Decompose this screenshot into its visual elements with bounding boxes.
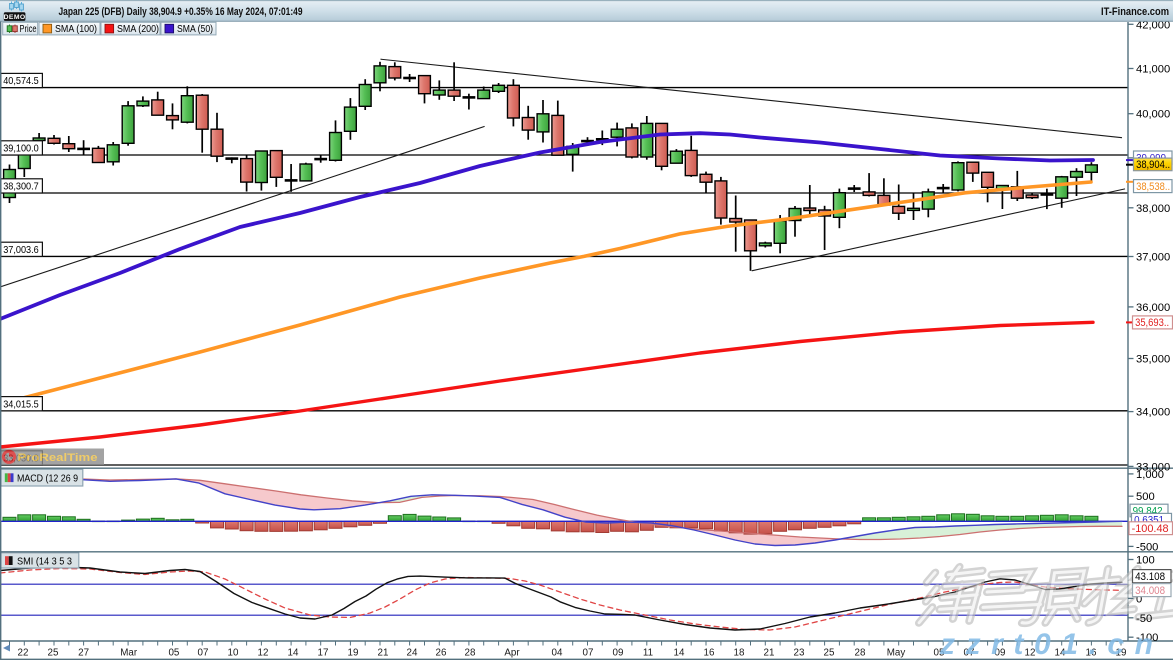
svg-text:14: 14 xyxy=(674,648,685,659)
svg-text:12: 12 xyxy=(1025,648,1036,659)
svg-text:39,100.0: 39,100.0 xyxy=(3,144,39,155)
svg-text:14: 14 xyxy=(288,648,299,659)
svg-text:19: 19 xyxy=(348,648,359,659)
svg-text:07: 07 xyxy=(964,648,975,659)
svg-text:27: 27 xyxy=(78,648,89,659)
svg-text:07: 07 xyxy=(583,648,594,659)
svg-text:SMA (200): SMA (200) xyxy=(117,24,159,35)
svg-text:28: 28 xyxy=(855,648,866,659)
svg-text:22: 22 xyxy=(18,648,29,659)
svg-text:-100.48: -100.48 xyxy=(1132,523,1169,535)
svg-text:Apr: Apr xyxy=(504,648,520,659)
svg-text:35,000: 35,000 xyxy=(1136,354,1170,366)
svg-text:37,000: 37,000 xyxy=(1136,252,1170,264)
svg-text:33,000: 33,000 xyxy=(1136,461,1170,473)
svg-text:04: 04 xyxy=(552,648,563,659)
svg-text:40,000: 40,000 xyxy=(1136,109,1170,121)
svg-text:-500: -500 xyxy=(1136,541,1158,553)
svg-text:40,574.5: 40,574.5 xyxy=(3,76,39,87)
svg-text:43.108: 43.108 xyxy=(1135,571,1165,583)
svg-text:-100: -100 xyxy=(1136,632,1158,644)
svg-text:35,693..: 35,693.. xyxy=(1135,317,1169,329)
svg-text:16: 16 xyxy=(704,648,715,659)
svg-text:Japan 225 (DFB) Daily 38,904.9: Japan 225 (DFB) Daily 38,904.9 +0.35% 16… xyxy=(59,6,303,18)
svg-text:IT-Finance.com: IT-Finance.com xyxy=(1101,6,1169,18)
svg-text:16: 16 xyxy=(1086,648,1097,659)
svg-text:36,000: 36,000 xyxy=(1136,302,1170,314)
svg-text:07: 07 xyxy=(198,648,209,659)
svg-text:0: 0 xyxy=(1136,593,1142,605)
svg-text:-50: -50 xyxy=(1136,613,1152,625)
svg-text:zzrt01.cn: zzrt01.cn xyxy=(939,628,1162,660)
svg-text:24: 24 xyxy=(407,648,418,659)
svg-text:May: May xyxy=(887,648,906,659)
svg-text:25: 25 xyxy=(48,648,59,659)
svg-text:38,904..: 38,904.. xyxy=(1136,159,1170,171)
svg-text:38,000: 38,000 xyxy=(1136,203,1170,215)
svg-text:Price: Price xyxy=(20,24,37,35)
svg-text:MACD (12 26 9: MACD (12 26 9 xyxy=(17,474,78,485)
svg-text:05: 05 xyxy=(934,648,945,659)
svg-text:ProRealTime: ProRealTime xyxy=(18,452,98,464)
svg-text:DEMO: DEMO xyxy=(4,14,26,21)
svg-text:42,000: 42,000 xyxy=(1136,19,1170,31)
svg-text:11: 11 xyxy=(643,648,653,659)
svg-text:41,000: 41,000 xyxy=(1136,64,1170,76)
svg-text:17: 17 xyxy=(318,648,329,659)
svg-text:100: 100 xyxy=(1136,555,1155,567)
svg-text:SMA (50): SMA (50) xyxy=(177,24,213,35)
svg-text:37,003.6: 37,003.6 xyxy=(3,245,39,256)
svg-text:500: 500 xyxy=(1136,491,1155,503)
svg-text:14: 14 xyxy=(1055,648,1066,659)
svg-text:1,000: 1,000 xyxy=(1136,469,1164,481)
svg-text:21: 21 xyxy=(764,648,775,659)
svg-text:25: 25 xyxy=(824,648,835,659)
svg-text:10: 10 xyxy=(228,648,239,659)
svg-text:09: 09 xyxy=(995,648,1006,659)
svg-text:28: 28 xyxy=(465,648,476,659)
svg-text:23: 23 xyxy=(794,648,805,659)
svg-text:21: 21 xyxy=(378,648,389,659)
svg-text:12: 12 xyxy=(258,648,269,659)
svg-text:34,000: 34,000 xyxy=(1136,407,1170,419)
svg-text:38,538..: 38,538.. xyxy=(1136,181,1170,193)
svg-text:05: 05 xyxy=(168,648,179,659)
svg-text:34,015.5: 34,015.5 xyxy=(3,399,39,410)
svg-text:26: 26 xyxy=(436,648,447,659)
svg-text:Mar: Mar xyxy=(120,648,138,659)
svg-text:38,300.7: 38,300.7 xyxy=(3,182,39,193)
svg-text:18: 18 xyxy=(734,648,745,659)
svg-text:19: 19 xyxy=(1116,648,1127,659)
svg-text:34.008: 34.008 xyxy=(1135,585,1165,597)
svg-text:09: 09 xyxy=(613,648,624,659)
svg-text:SMA (100): SMA (100) xyxy=(55,24,97,35)
svg-text:SMI (14 3 5 3: SMI (14 3 5 3 xyxy=(17,556,72,567)
